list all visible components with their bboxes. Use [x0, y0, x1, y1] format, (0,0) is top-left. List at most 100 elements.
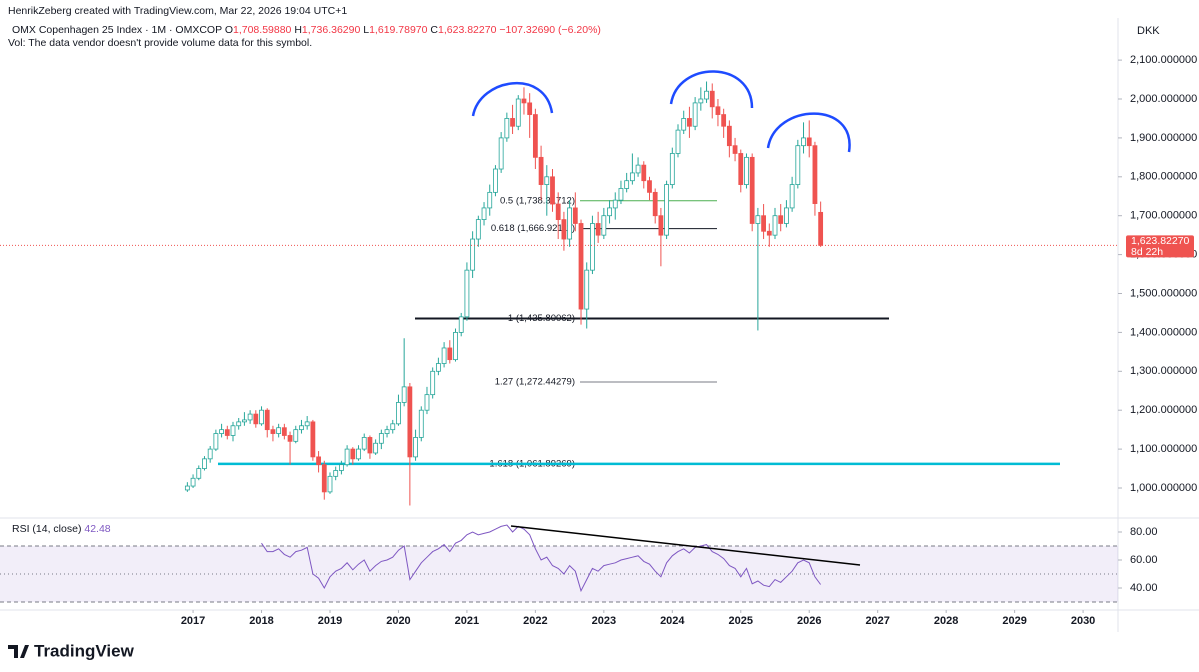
candle-body — [555, 203, 561, 220]
rsi-tick-label: 40.00 — [1130, 582, 1158, 594]
candle-body — [715, 106, 721, 115]
candle-body — [367, 437, 373, 454]
y-tick-label: 1,300.000000 — [1130, 365, 1197, 377]
candle-body — [550, 176, 555, 205]
candle-body — [327, 475, 333, 493]
candle-body — [726, 125, 732, 147]
last-price-label: 1,623.82270 — [1131, 235, 1190, 247]
y-tick-label: 1,900.000000 — [1130, 132, 1197, 144]
candle-body — [801, 137, 806, 147]
candle-body — [401, 386, 407, 403]
candle-body — [601, 215, 607, 236]
candle-body — [789, 184, 795, 209]
x-tick-label: 2028 — [934, 615, 958, 627]
candle-body — [772, 215, 778, 236]
logo-icon — [8, 645, 29, 658]
y-tick-label: 1,800.000000 — [1130, 171, 1197, 183]
candle-body — [584, 269, 590, 310]
x-tick-label: 2022 — [523, 615, 547, 627]
candle-body — [384, 429, 390, 434]
candle-body — [219, 429, 224, 434]
rsi-name: RSI (14, close) — [12, 523, 82, 535]
candle-body — [487, 191, 493, 209]
candle-body — [299, 425, 304, 431]
candle-body — [647, 180, 652, 193]
candle-body — [806, 137, 812, 147]
candle-body — [515, 98, 521, 127]
candle-body — [407, 386, 413, 458]
y-tick-label: 2,000.000000 — [1130, 93, 1197, 105]
candle-body — [692, 102, 698, 127]
candle-body — [521, 98, 527, 104]
candle-body — [224, 429, 230, 436]
candle-body — [247, 413, 253, 421]
candle-body — [230, 425, 236, 436]
candle-body — [595, 223, 601, 236]
credit: HenrikZeberg created with TradingView.co… — [8, 5, 347, 17]
candle-body — [281, 427, 287, 436]
candle-body — [669, 153, 675, 185]
last-price-tag — [1126, 235, 1194, 258]
plot-area: 0.5 (1,738.31712)0.618 (1,666.92111)1 (1… — [0, 81, 1118, 603]
candle-body — [744, 156, 749, 185]
volume-note: Vol: The data vendor doesn't provide vol… — [8, 37, 312, 49]
candle-body — [498, 137, 504, 170]
candle-body — [264, 409, 270, 431]
candle-body — [184, 485, 190, 491]
candle-body — [321, 464, 327, 493]
candle-body — [453, 332, 458, 361]
x-tick-label: 2021 — [455, 615, 479, 627]
rsi-value: 42.48 — [84, 523, 111, 535]
candle-body — [795, 145, 801, 185]
candle-body — [253, 413, 259, 425]
y-tick-label: 1,400.000000 — [1130, 326, 1197, 338]
candle-body — [561, 219, 567, 240]
x-tick-label: 2019 — [318, 615, 342, 627]
candle-body — [373, 442, 379, 454]
candle-body — [766, 230, 772, 236]
brand: TradingView — [34, 641, 135, 660]
candle-body — [493, 168, 498, 193]
ohlc-label: O — [224, 24, 233, 36]
candle-body — [578, 223, 584, 310]
symbol: OMX Copenhagen 25 Index · 1M · OMXCOP — [12, 24, 222, 36]
candle-body — [567, 207, 573, 240]
drawing-arc — [471, 81, 554, 117]
candle-body — [207, 448, 213, 460]
y-tick-label: 1,700.000000 — [1130, 210, 1197, 222]
candle-body — [652, 191, 658, 217]
candle-body — [276, 427, 282, 434]
candle-body — [538, 156, 544, 185]
ohlc-value: 1,623.82270 — [438, 24, 497, 36]
ohlc-value: 1,736.36290 — [301, 24, 361, 36]
candle-body — [293, 429, 299, 442]
candle-body — [658, 215, 664, 236]
candle-body — [818, 211, 824, 246]
candle-body — [424, 394, 430, 411]
y-tick-label: 2,100.000000 — [1130, 54, 1197, 66]
candle-body — [242, 419, 247, 423]
candle-body — [664, 184, 670, 236]
x-tick-label: 2024 — [660, 615, 685, 627]
candle-body — [458, 316, 464, 333]
candle-body — [704, 90, 709, 100]
candle-body — [527, 102, 533, 115]
candle-body — [470, 238, 476, 271]
rsi-trendline — [510, 525, 861, 566]
logo: TradingView — [8, 641, 135, 660]
candle-body — [749, 156, 755, 224]
candle-body — [778, 215, 784, 224]
candle-body — [544, 176, 550, 185]
candle-body — [418, 409, 424, 438]
change: −107.32690 (−6.20%) — [499, 24, 601, 36]
candle-body — [236, 421, 242, 427]
drawing-arc — [669, 70, 754, 109]
candle-body — [361, 437, 367, 450]
candle-body — [344, 448, 350, 466]
x-tick-label: 2030 — [1071, 615, 1095, 627]
x-tick-label: 2018 — [249, 615, 273, 627]
countdown: 8d 22h — [1131, 246, 1163, 258]
candle-body — [721, 114, 727, 127]
